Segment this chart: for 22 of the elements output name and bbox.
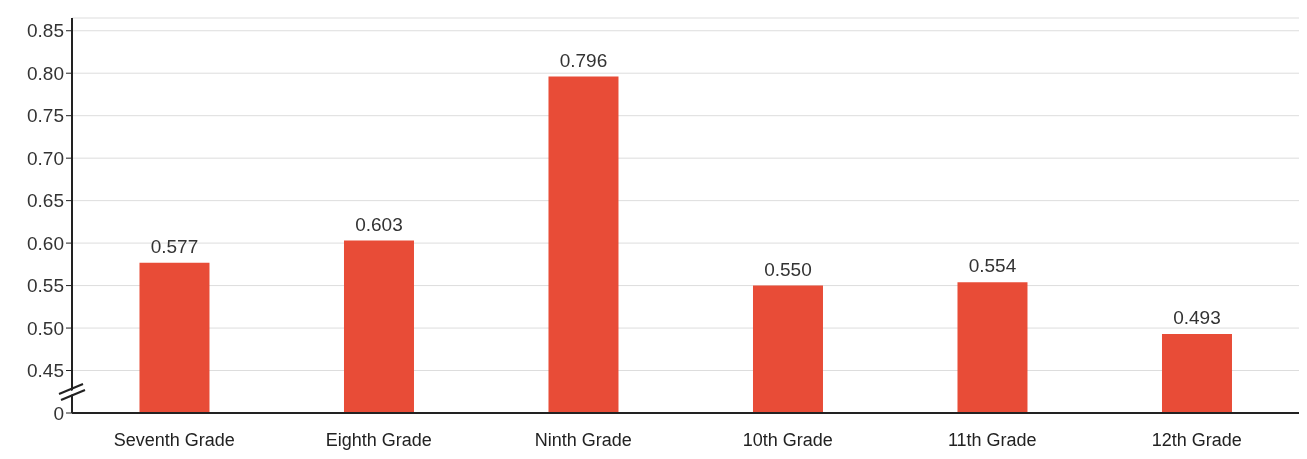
- y-tick-label: 0.65: [27, 190, 64, 212]
- x-tick-label: Ninth Grade: [534, 429, 632, 450]
- x-tick-label: 12th Grade: [1151, 429, 1242, 450]
- data-label: 0.577: [150, 235, 199, 257]
- y-tick-label: 0.85: [27, 20, 64, 42]
- x-tick-label: Eighth Grade: [325, 429, 432, 450]
- data-label: 0.493: [1173, 307, 1221, 328]
- y-tick-label: 0.75: [27, 105, 64, 127]
- x-tick-label: 11th Grade: [947, 429, 1037, 450]
- data-label: 0.554: [968, 255, 1017, 277]
- y-tick-label: 0.80: [27, 62, 64, 84]
- x-tick-label: 10th Grade: [742, 429, 833, 450]
- data-label: 0.796: [559, 49, 608, 71]
- y-tick-label: 0: [53, 402, 64, 424]
- y-tick-label: 0.50: [27, 317, 64, 339]
- y-tick-label: 0.55: [27, 275, 64, 297]
- y-tick-label: 0.45: [27, 360, 64, 382]
- x-tick-label: Seventh Grade: [113, 429, 235, 450]
- y-tick-label: 0.70: [27, 147, 64, 169]
- y-tick-label: 0.60: [27, 232, 64, 254]
- data-label: 0.603: [355, 213, 403, 235]
- data-label: 0.550: [764, 258, 812, 280]
